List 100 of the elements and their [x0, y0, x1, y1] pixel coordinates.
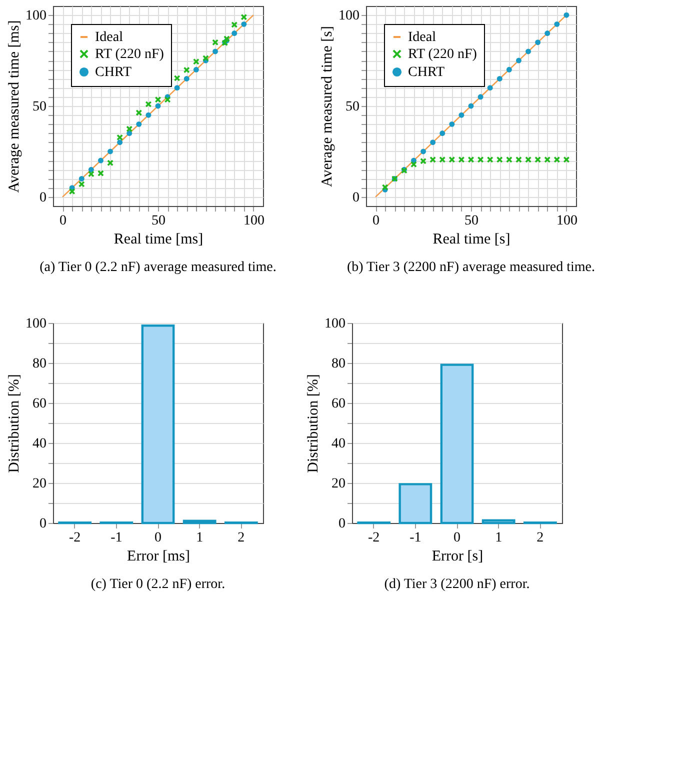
point [448, 156, 456, 163]
point [68, 188, 76, 195]
legend-label: Ideal [95, 30, 124, 45]
y-tick-label: 100 [26, 8, 46, 24]
point [97, 170, 104, 177]
y-tick-label: 80 [332, 356, 346, 372]
point [468, 156, 474, 163]
x-axis-title: Error [s] [432, 548, 484, 564]
y-tick-label: 100 [338, 8, 360, 24]
point [526, 48, 532, 54]
x-axis-title: Real time [s] [432, 232, 510, 248]
y-tick-label: 60 [332, 396, 346, 412]
x-axis-title: Error [ms] [127, 548, 190, 564]
legend-label: RT (220 nF) [408, 47, 478, 62]
bar [182, 520, 216, 524]
y-tick-label: 80 [32, 356, 46, 372]
legend-label: RT (220 nF) [95, 47, 164, 62]
point [554, 156, 560, 163]
point [108, 148, 114, 154]
point [439, 156, 446, 163]
y-tick-label: 100 [324, 316, 346, 332]
point [430, 156, 436, 163]
point [240, 14, 248, 20]
point [212, 48, 218, 54]
point [88, 170, 94, 178]
y-tick-label: 0 [40, 516, 46, 532]
x-tick-label: 0 [454, 530, 460, 546]
point [516, 58, 522, 64]
x-tick-label: 2 [536, 530, 544, 546]
text: (a) Tier 0 (2.2 nF) average measured time. [40, 260, 276, 275]
x-tick-label: 1 [196, 530, 204, 546]
point [88, 166, 94, 172]
legend-label: Ideal [408, 30, 436, 45]
point [440, 130, 446, 136]
point [468, 103, 474, 109]
point [164, 96, 171, 103]
point [136, 109, 142, 116]
text: (b) Tier 3 (2200 nF) average measured time. [346, 260, 596, 275]
y-axis-title: Distribution [%] [6, 374, 22, 473]
legend-label: CHRT [408, 65, 445, 80]
y-tick-label: 100 [26, 316, 46, 332]
point [554, 21, 560, 27]
x-tick-label: -1 [410, 530, 422, 546]
point [117, 140, 123, 146]
point [382, 184, 388, 191]
point [544, 156, 551, 163]
point [231, 21, 238, 28]
y-tick-label: 0 [352, 190, 360, 206]
point [107, 160, 114, 166]
y-tick-label: 0 [338, 516, 346, 532]
point [136, 121, 142, 127]
bar [398, 483, 432, 524]
point [535, 40, 541, 46]
x-tick-label: 1 [495, 530, 502, 546]
point [78, 180, 85, 188]
point [430, 140, 436, 146]
point [525, 156, 532, 163]
x-tick-label: -2 [368, 530, 380, 546]
x-tick-label: 50 [152, 214, 166, 228]
y-axis-title: Distribution [%] [306, 374, 322, 473]
point [486, 156, 494, 163]
point [496, 156, 503, 163]
y-tick-label: 20 [332, 476, 346, 492]
point [449, 121, 455, 127]
x-tick-label: -1 [110, 530, 122, 546]
point [458, 112, 464, 118]
point [241, 21, 247, 27]
point [174, 85, 180, 91]
point [563, 156, 570, 163]
text: (c) Tier 0 (2.2 nF) error. [90, 577, 226, 592]
x-tick-label: 0 [60, 214, 67, 228]
bar [440, 364, 474, 524]
point [458, 156, 465, 163]
point [496, 76, 502, 82]
y-tick-label: 40 [32, 436, 46, 452]
y-axis-title: Average measured time [ms] [6, 20, 22, 193]
point [420, 158, 427, 164]
point [564, 12, 570, 18]
x-tick-label: 100 [556, 214, 578, 228]
bar [141, 324, 175, 524]
x-tick-label: 0 [372, 214, 380, 228]
text: (d) Tier 3 (2200 nF) error. [384, 577, 530, 592]
point [126, 126, 133, 132]
point [183, 66, 190, 74]
point [78, 176, 84, 182]
point [232, 30, 238, 36]
point [154, 96, 162, 103]
y-axis-title: Average measured time [s] [320, 26, 336, 187]
bar [482, 519, 516, 524]
y-tick-label: 40 [332, 436, 346, 452]
x-tick-label: 2 [238, 530, 245, 546]
point [202, 54, 209, 62]
x-tick-label: -2 [68, 530, 81, 546]
point [193, 66, 199, 72]
point [192, 58, 200, 65]
legend-label: CHRT [95, 65, 132, 80]
point [506, 66, 512, 72]
point [478, 94, 484, 100]
point [146, 112, 152, 118]
y-tick-label: 50 [32, 100, 46, 114]
